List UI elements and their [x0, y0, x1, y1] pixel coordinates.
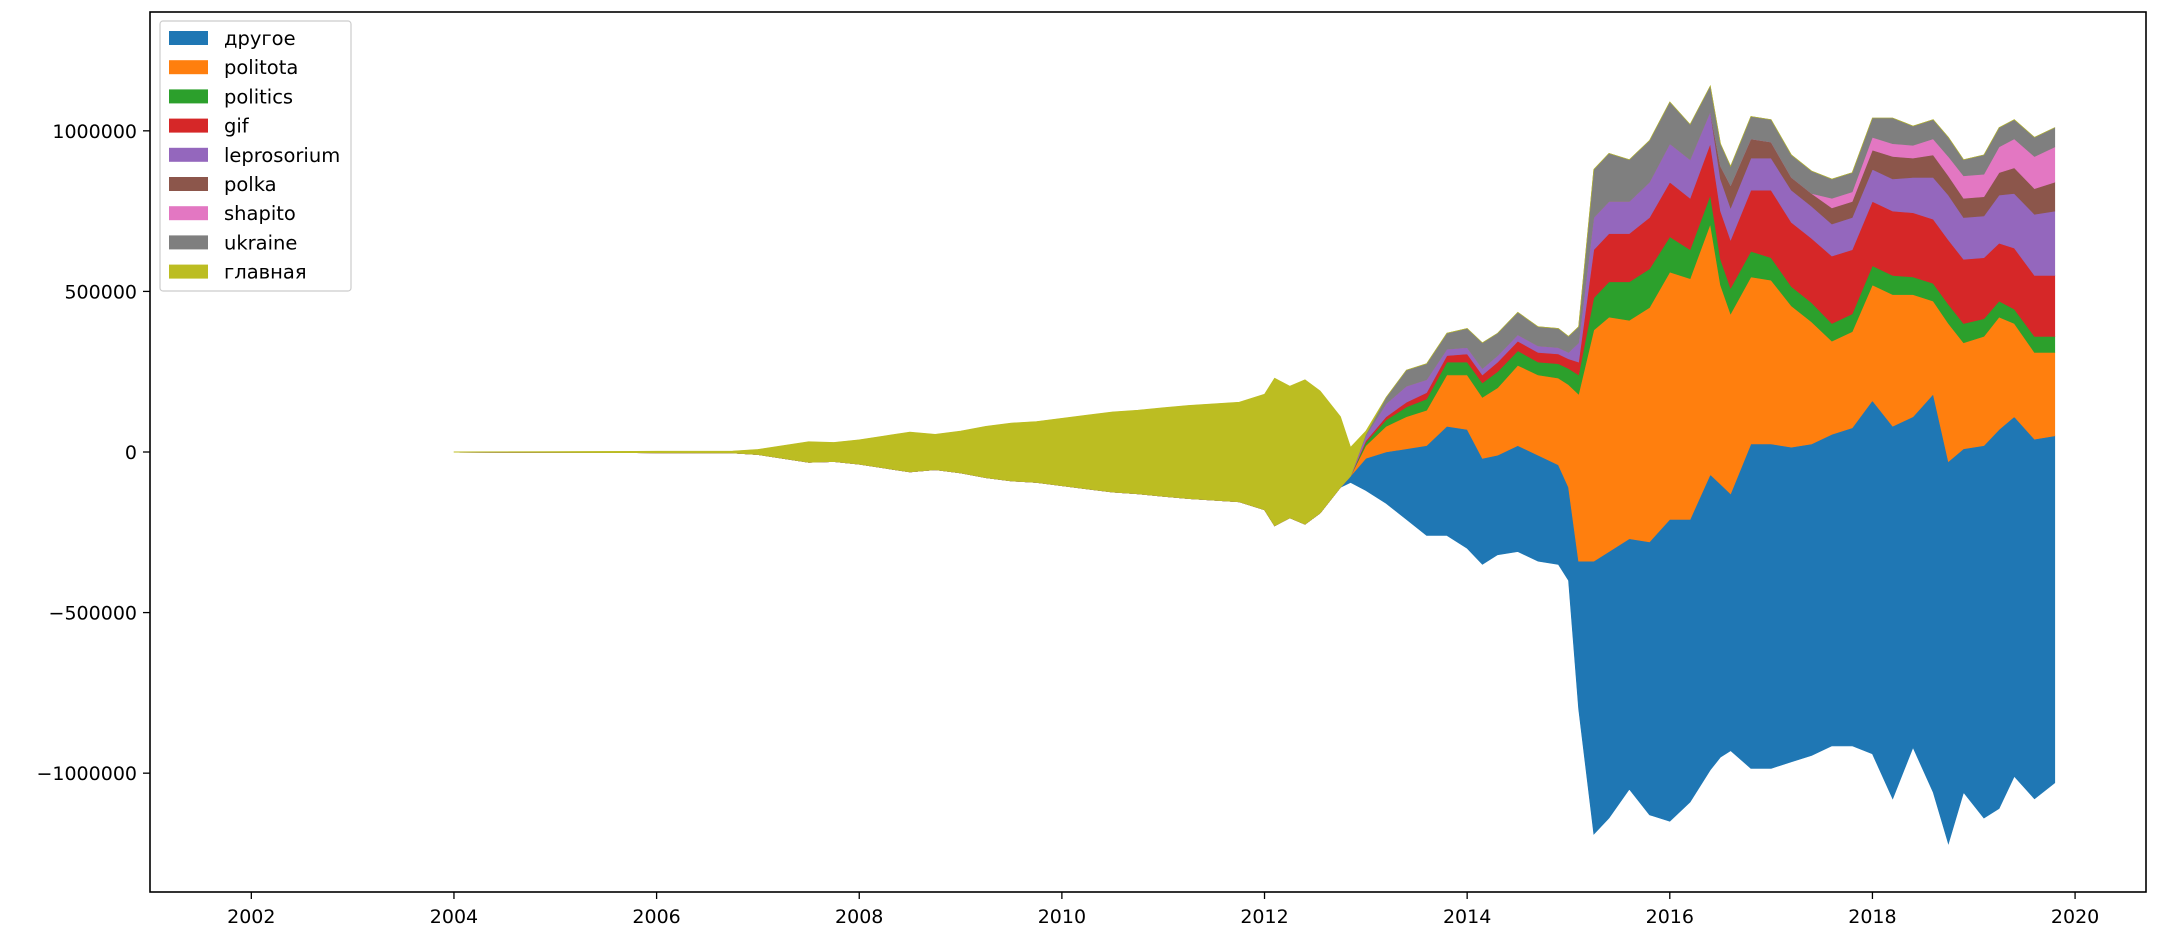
legend-label-polka: polka: [224, 173, 277, 196]
x-tick-label: 2018: [1848, 906, 1896, 928]
legend-label-ukraine: ukraine: [224, 231, 297, 254]
x-tick-label: 2006: [632, 906, 680, 928]
y-tick-label: −500000: [49, 603, 137, 625]
x-tick-label: 2014: [1443, 906, 1491, 928]
x-tick-label: 2002: [227, 906, 275, 928]
x-tick-label: 2016: [1646, 906, 1694, 928]
legend-label-politics: politics: [224, 85, 293, 108]
legend-box: [159, 20, 352, 292]
legend-swatch-главная: [169, 264, 208, 279]
legend: другое politota politics gif leprosorium polk…: [159, 20, 352, 292]
legend-label-gif: gif: [224, 115, 250, 138]
x-tick-label: 2012: [1240, 906, 1288, 928]
x-tick-label: 2004: [430, 906, 478, 928]
y-tick-label: 0: [125, 442, 137, 464]
x-tick-label: 2010: [1038, 906, 1086, 928]
legend-swatch-shapito: [169, 206, 208, 221]
legend-swatch-ukraine: [169, 235, 208, 250]
legend-label-politota: politota: [224, 56, 298, 79]
y-tick-label: −1000000: [36, 763, 137, 785]
legend-label-главная: главная: [224, 261, 307, 284]
x-axis: 2002 2004 2006 2008 2010 2012 2014 2016 2018 2020: [227, 892, 2099, 928]
area-series-8: [453, 84, 2055, 527]
y-tick-label: 500000: [64, 281, 137, 303]
x-tick-label: 2008: [835, 906, 883, 928]
legend-swatch-leprosorium: [169, 147, 208, 162]
legend-swatch-politics: [169, 89, 208, 104]
y-tick-label: 1000000: [52, 121, 137, 143]
legend-swatch-другое: [169, 31, 208, 45]
x-tick-label: 2020: [2051, 906, 2099, 928]
legend-swatch-gif: [169, 118, 208, 133]
series-layer: [453, 84, 2056, 845]
legend-swatch-polka: [169, 177, 208, 191]
legend-label-shapito: shapito: [224, 202, 296, 225]
legend-label-leprosorium: leprosorium: [224, 144, 340, 167]
legend-swatch-politota: [169, 60, 208, 75]
legend-label-другое: другое: [224, 27, 296, 50]
y-axis: −1000000 −500000 0 500000 1000000: [36, 121, 150, 785]
